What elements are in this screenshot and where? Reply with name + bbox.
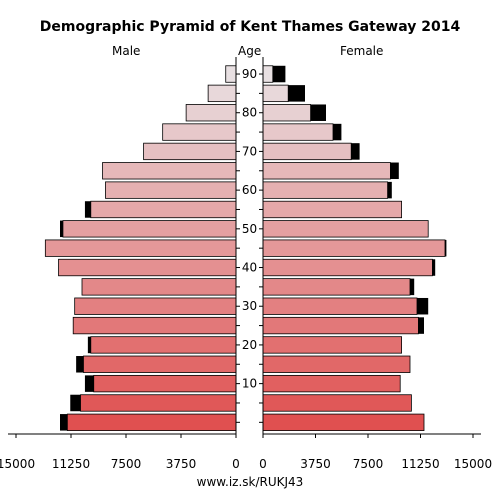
age-tick-label: 90 <box>242 67 257 81</box>
age-label: Age <box>238 44 262 58</box>
female-bar-85-89 <box>262 84 289 103</box>
male-bar-50-54 <box>62 220 237 238</box>
female-surplus-bar-30-34 <box>417 297 429 315</box>
male-bar-85-89 <box>207 84 237 103</box>
chart-title: Demographic Pyramid of Kent Thames Gatew… <box>39 19 461 35</box>
female-surplus-bar-45-49 <box>445 239 447 257</box>
female-bar-40-44 <box>262 258 433 277</box>
male-surplus-bar-20-24 <box>87 336 91 354</box>
female-bar-45-49 <box>262 239 446 257</box>
female-surplus-bar-80-84 <box>310 104 326 121</box>
male-bar-5-9 <box>80 394 237 412</box>
female-x-tick-label: 3750 <box>300 457 331 471</box>
male-bar-30-34 <box>74 297 237 315</box>
female-bar-75-79 <box>262 123 334 141</box>
female-bar-30-34 <box>262 297 418 315</box>
male-bar-25-29 <box>72 316 237 335</box>
male-bar-90+ <box>225 65 237 83</box>
female-bar-0-4 <box>262 413 425 431</box>
female-x-tick-label: 15000 <box>454 457 492 471</box>
male-bar-55-59 <box>90 200 237 219</box>
male-bar-0-4 <box>66 413 237 431</box>
female-surplus-bar-60-64 <box>387 181 392 199</box>
age-tick-label: 50 <box>242 222 257 236</box>
female-surplus-bar-85-89 <box>288 85 305 102</box>
male-x-tick-label: 3750 <box>166 457 197 471</box>
female-bar-10-14 <box>262 374 401 393</box>
female-bar-60-64 <box>262 181 388 199</box>
male-bar-70-74 <box>143 142 237 161</box>
male-surplus-bar-55-59 <box>84 201 91 218</box>
age-tick-label: 20 <box>242 338 257 352</box>
age-tick-label: 80 <box>242 106 257 120</box>
axes: 15000 11250 7500 3750 0 0 3750 7500 11250 15000 10… <box>0 57 492 471</box>
age-tick-label: 10 <box>242 377 257 391</box>
source-footer: www.iz.sk/RUKJ43 <box>196 475 304 489</box>
male-bars <box>44 65 237 431</box>
age-tick-label: 60 <box>242 183 257 197</box>
female-bar-70-74 <box>262 142 352 161</box>
male-x-tick-label: 11250 <box>52 457 90 471</box>
male-bar-80-84 <box>185 104 237 122</box>
female-bar-90+ <box>262 65 274 83</box>
female-bar-80-84 <box>262 104 311 122</box>
female-surplus-bar-65-69 <box>390 162 399 180</box>
female-surplus-bar-40-44 <box>432 259 436 276</box>
male-x-tick-label: 15000 <box>0 457 35 471</box>
female-bar-65-69 <box>262 162 391 180</box>
male-bar-15-19 <box>83 355 237 373</box>
female-x-tick-label: 7500 <box>353 457 384 471</box>
male-bar-65-69 <box>102 162 237 180</box>
male-surplus-bar-15-19 <box>76 356 84 373</box>
female-surplus-bar-75-79 <box>333 123 342 141</box>
male-bar-75-79 <box>162 123 237 141</box>
female-bar-50-54 <box>262 220 429 238</box>
male-bar-45-49 <box>44 239 237 257</box>
female-surplus-bar-35-39 <box>410 278 415 296</box>
age-tick-label: 40 <box>242 261 257 275</box>
male-bar-40-44 <box>58 258 237 277</box>
male-surplus-bar-0-4 <box>60 414 68 431</box>
age-tick-label: 70 <box>242 144 257 158</box>
female-bar-15-19 <box>262 355 411 373</box>
male-surplus-bar-10-14 <box>84 375 94 392</box>
male-bar-10-14 <box>93 374 237 393</box>
male-bar-35-39 <box>81 278 237 296</box>
female-bars <box>262 65 447 431</box>
female-x-tick-label: 11250 <box>401 457 439 471</box>
female-surplus-bar-90+ <box>272 65 286 83</box>
female-bar-55-59 <box>262 200 403 219</box>
male-label: Male <box>112 44 141 58</box>
male-x-tick-label: 7500 <box>111 457 142 471</box>
female-x-tick-label: 0 <box>259 457 267 471</box>
male-surplus-bar-50-54 <box>60 220 63 238</box>
male-surplus-bar-5-9 <box>70 394 81 412</box>
male-bar-60-64 <box>105 181 237 199</box>
male-x-tick-label: 0 <box>232 457 240 471</box>
female-bar-5-9 <box>262 394 412 412</box>
female-bar-20-24 <box>262 336 403 354</box>
female-label: Female <box>340 44 384 58</box>
female-surplus-bar-25-29 <box>418 317 424 334</box>
male-bar-20-24 <box>90 336 237 354</box>
female-bar-25-29 <box>262 316 419 335</box>
female-bar-35-39 <box>262 278 411 296</box>
age-tick-label: 30 <box>242 299 257 313</box>
female-surplus-bar-70-74 <box>351 143 360 160</box>
